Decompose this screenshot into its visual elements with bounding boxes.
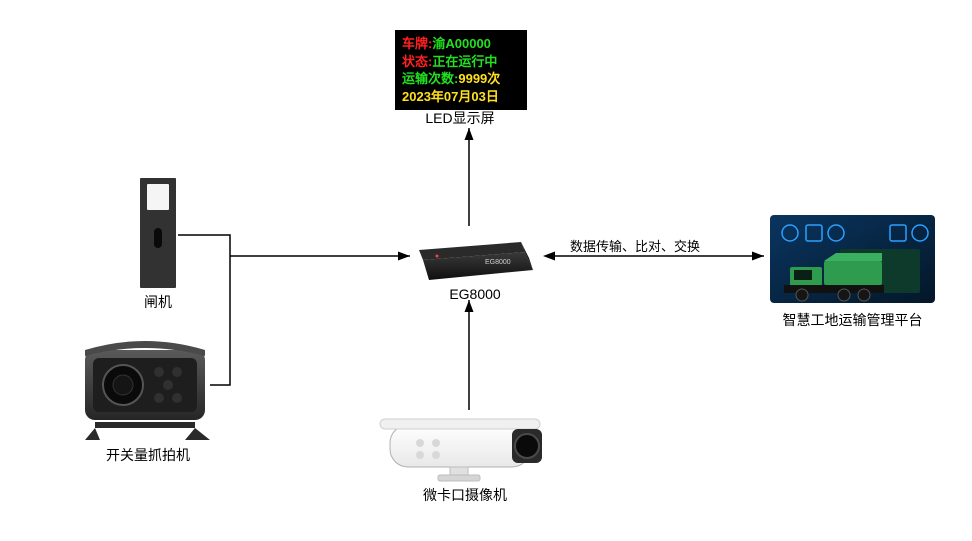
led-status-value: 正在运行中 — [432, 54, 497, 69]
bullet-camera-device — [380, 419, 542, 481]
led-label: LED显示屏 — [395, 108, 525, 128]
led-line-plate: 车牌:渝A00000 — [402, 35, 520, 53]
platform-device — [770, 215, 935, 303]
switch-camera-device — [85, 341, 210, 440]
camera-label: 微卡口摄像机 — [380, 485, 550, 505]
led-count-key: 运输次数 — [402, 71, 454, 86]
led-plate-key: 车牌 — [402, 36, 428, 51]
switch-label: 开关量抓拍机 — [78, 445, 218, 465]
gate-label: 闸机 — [122, 292, 194, 312]
eg8000-device: EG8000 — [419, 242, 533, 280]
led-status-key: 状态 — [402, 54, 428, 69]
edge-label-data-exchange: 数据传输、比对、交换 — [570, 236, 700, 255]
gate-device — [140, 178, 176, 288]
led-line-count: 运输次数:9999次 — [402, 70, 520, 88]
edge-switch-junction — [210, 256, 230, 385]
led-count-value: 9999次 — [458, 71, 500, 86]
svg-text:EG8000: EG8000 — [485, 259, 511, 266]
led-line-status: 状态:正在运行中 — [402, 53, 520, 71]
platform-label: 智慧工地运输管理平台 — [760, 310, 945, 330]
led-line-date: 2023年07月03日 — [402, 88, 520, 106]
led-board: 车牌:渝A00000 状态:正在运行中 运输次数:9999次 2023年07月0… — [395, 30, 527, 110]
eg8000-label: EG8000 — [415, 286, 535, 302]
led-plate-value: 渝A00000 — [432, 36, 491, 51]
edge-gate-junction — [178, 235, 230, 256]
led-date: 2023年07月03日 — [402, 89, 499, 104]
